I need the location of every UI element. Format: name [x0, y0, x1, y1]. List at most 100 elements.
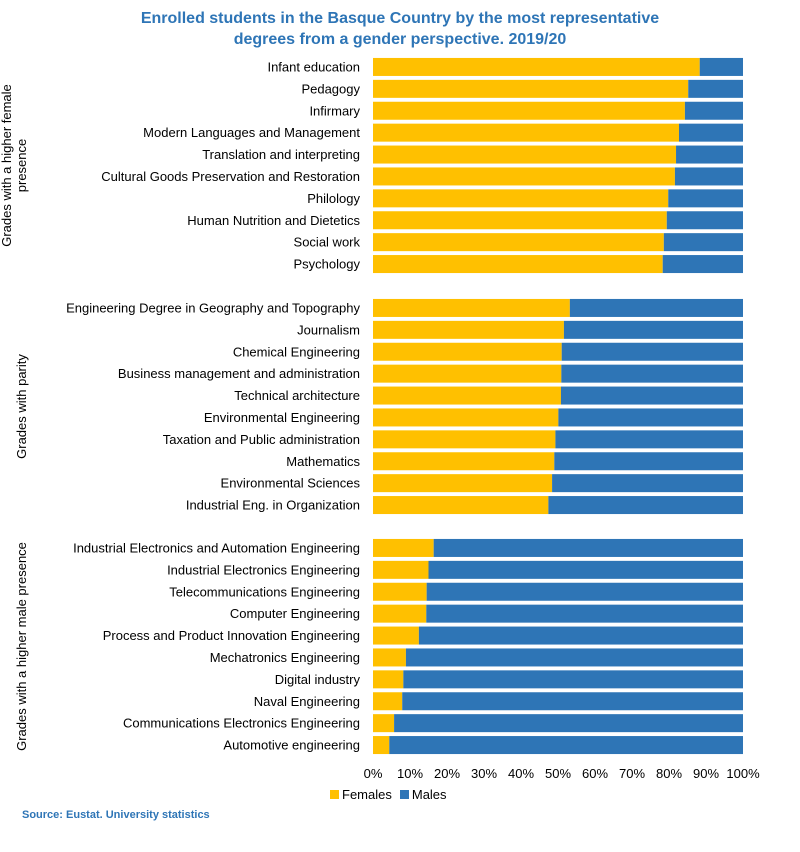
category-label: Engineering Degree in Geography and Topo… [66, 300, 360, 315]
bar-females [373, 255, 663, 274]
bar-males [569, 298, 743, 317]
category-label: Industrial Electronics and Automation En… [73, 540, 360, 555]
category-label: Industrial Eng. in Organization [186, 498, 360, 513]
bar-males [662, 255, 743, 274]
bar-females [373, 670, 404, 689]
bar-females [373, 57, 700, 76]
bar-males [548, 496, 743, 515]
bar-males [426, 604, 743, 623]
bar-males [389, 736, 743, 755]
category-label: Communications Electronics Engineering [123, 716, 360, 731]
bar-females [373, 604, 427, 623]
bar-females [373, 430, 556, 449]
x-tick-label: 0% [364, 766, 383, 781]
category-label: Environmental Sciences [221, 476, 361, 491]
bar-males [552, 474, 743, 493]
bar-females [373, 714, 395, 733]
category-label: Business management and administration [118, 366, 360, 381]
bar-females [373, 386, 561, 405]
category-label: Mechatronics Engineering [210, 650, 360, 665]
bar-males [678, 123, 743, 142]
bar-males [554, 452, 743, 471]
bar-females [373, 189, 669, 208]
group-label: Grades with a higher femalepresence [0, 84, 29, 247]
bar-males [666, 211, 743, 230]
bar-females [373, 736, 390, 755]
bar-females [373, 233, 664, 252]
legend-swatch-females [330, 790, 339, 799]
category-label: Mathematics [286, 454, 360, 469]
bar-males [558, 408, 743, 427]
category-label: Journalism [297, 322, 360, 337]
bar-males [676, 145, 743, 164]
x-tick-label: 80% [656, 766, 682, 781]
bar-males [418, 626, 743, 645]
bar-males [688, 79, 743, 98]
bar-females [373, 582, 427, 601]
bar-males [403, 670, 743, 689]
bar-males [428, 560, 743, 579]
bar-females [373, 538, 434, 557]
chart-legend: Females Males [330, 787, 447, 802]
legend-item-males: Males [399, 787, 447, 802]
category-label: Cultural Goods Preservation and Restorat… [101, 169, 360, 184]
x-tick-label: 10% [397, 766, 423, 781]
category-label: Digital industry [275, 672, 361, 687]
bar-females [373, 298, 570, 317]
x-tick-label: 100% [726, 766, 760, 781]
category-label: Telecommunications Engineering [169, 584, 360, 599]
bar-males [699, 57, 743, 76]
bar-females [373, 211, 667, 230]
bar-males [433, 538, 743, 557]
bar-females [373, 648, 406, 667]
x-tick-label: 50% [545, 766, 571, 781]
bar-males [668, 189, 743, 208]
category-label: Environmental Engineering [204, 410, 360, 425]
category-label: Modern Languages and Management [143, 125, 360, 140]
bar-females [373, 101, 685, 120]
chart-title-line-1: Enrolled students in the Basque Country … [140, 10, 660, 27]
category-label: Translation and interpreting [202, 147, 360, 162]
bar-females [373, 364, 562, 383]
bar-males [563, 320, 743, 339]
category-label: Process and Product Innovation Engineeri… [103, 628, 360, 643]
bar-females [373, 79, 689, 98]
bar-females [373, 167, 675, 186]
bar-females [373, 474, 553, 493]
bar-males [402, 692, 743, 711]
category-label: Industrial Electronics Engineering [167, 562, 360, 577]
chart-title-line-2: degrees from a gender perspective. 2019/… [233, 31, 567, 48]
bar-females [373, 408, 559, 427]
group-label: Grades with a higher male presence [14, 542, 29, 751]
bar-males [555, 430, 743, 449]
bar-males [561, 342, 743, 361]
category-label: Automotive engineering [223, 738, 360, 753]
bar-females [373, 626, 419, 645]
bar-females [373, 342, 562, 361]
bar-females [373, 496, 549, 515]
x-tick-label: 40% [508, 766, 534, 781]
x-tick-label: 20% [434, 766, 460, 781]
category-label: Infirmary [309, 103, 360, 118]
legend-label-males: Males [411, 787, 447, 802]
category-label: Social work [294, 235, 361, 250]
legend-item-females: Females [330, 787, 392, 802]
bar-males [394, 714, 743, 733]
bar-males [405, 648, 743, 667]
x-tick-label: 90% [693, 766, 719, 781]
category-label: Psychology [294, 257, 361, 272]
bar-females [373, 123, 679, 142]
bar-males [663, 233, 743, 252]
legend-label-females: Females [342, 787, 392, 802]
category-label: Naval Engineering [254, 694, 360, 709]
bar-females [373, 320, 564, 339]
bar-males [674, 167, 743, 186]
chart-title: Enrolled students in the Basque Country … [0, 8, 800, 50]
bar-females [373, 560, 429, 579]
bar-males [561, 364, 743, 383]
x-tick-label: 30% [471, 766, 497, 781]
category-label: Taxation and Public administration [163, 432, 360, 447]
category-label: Pedagogy [301, 81, 360, 96]
